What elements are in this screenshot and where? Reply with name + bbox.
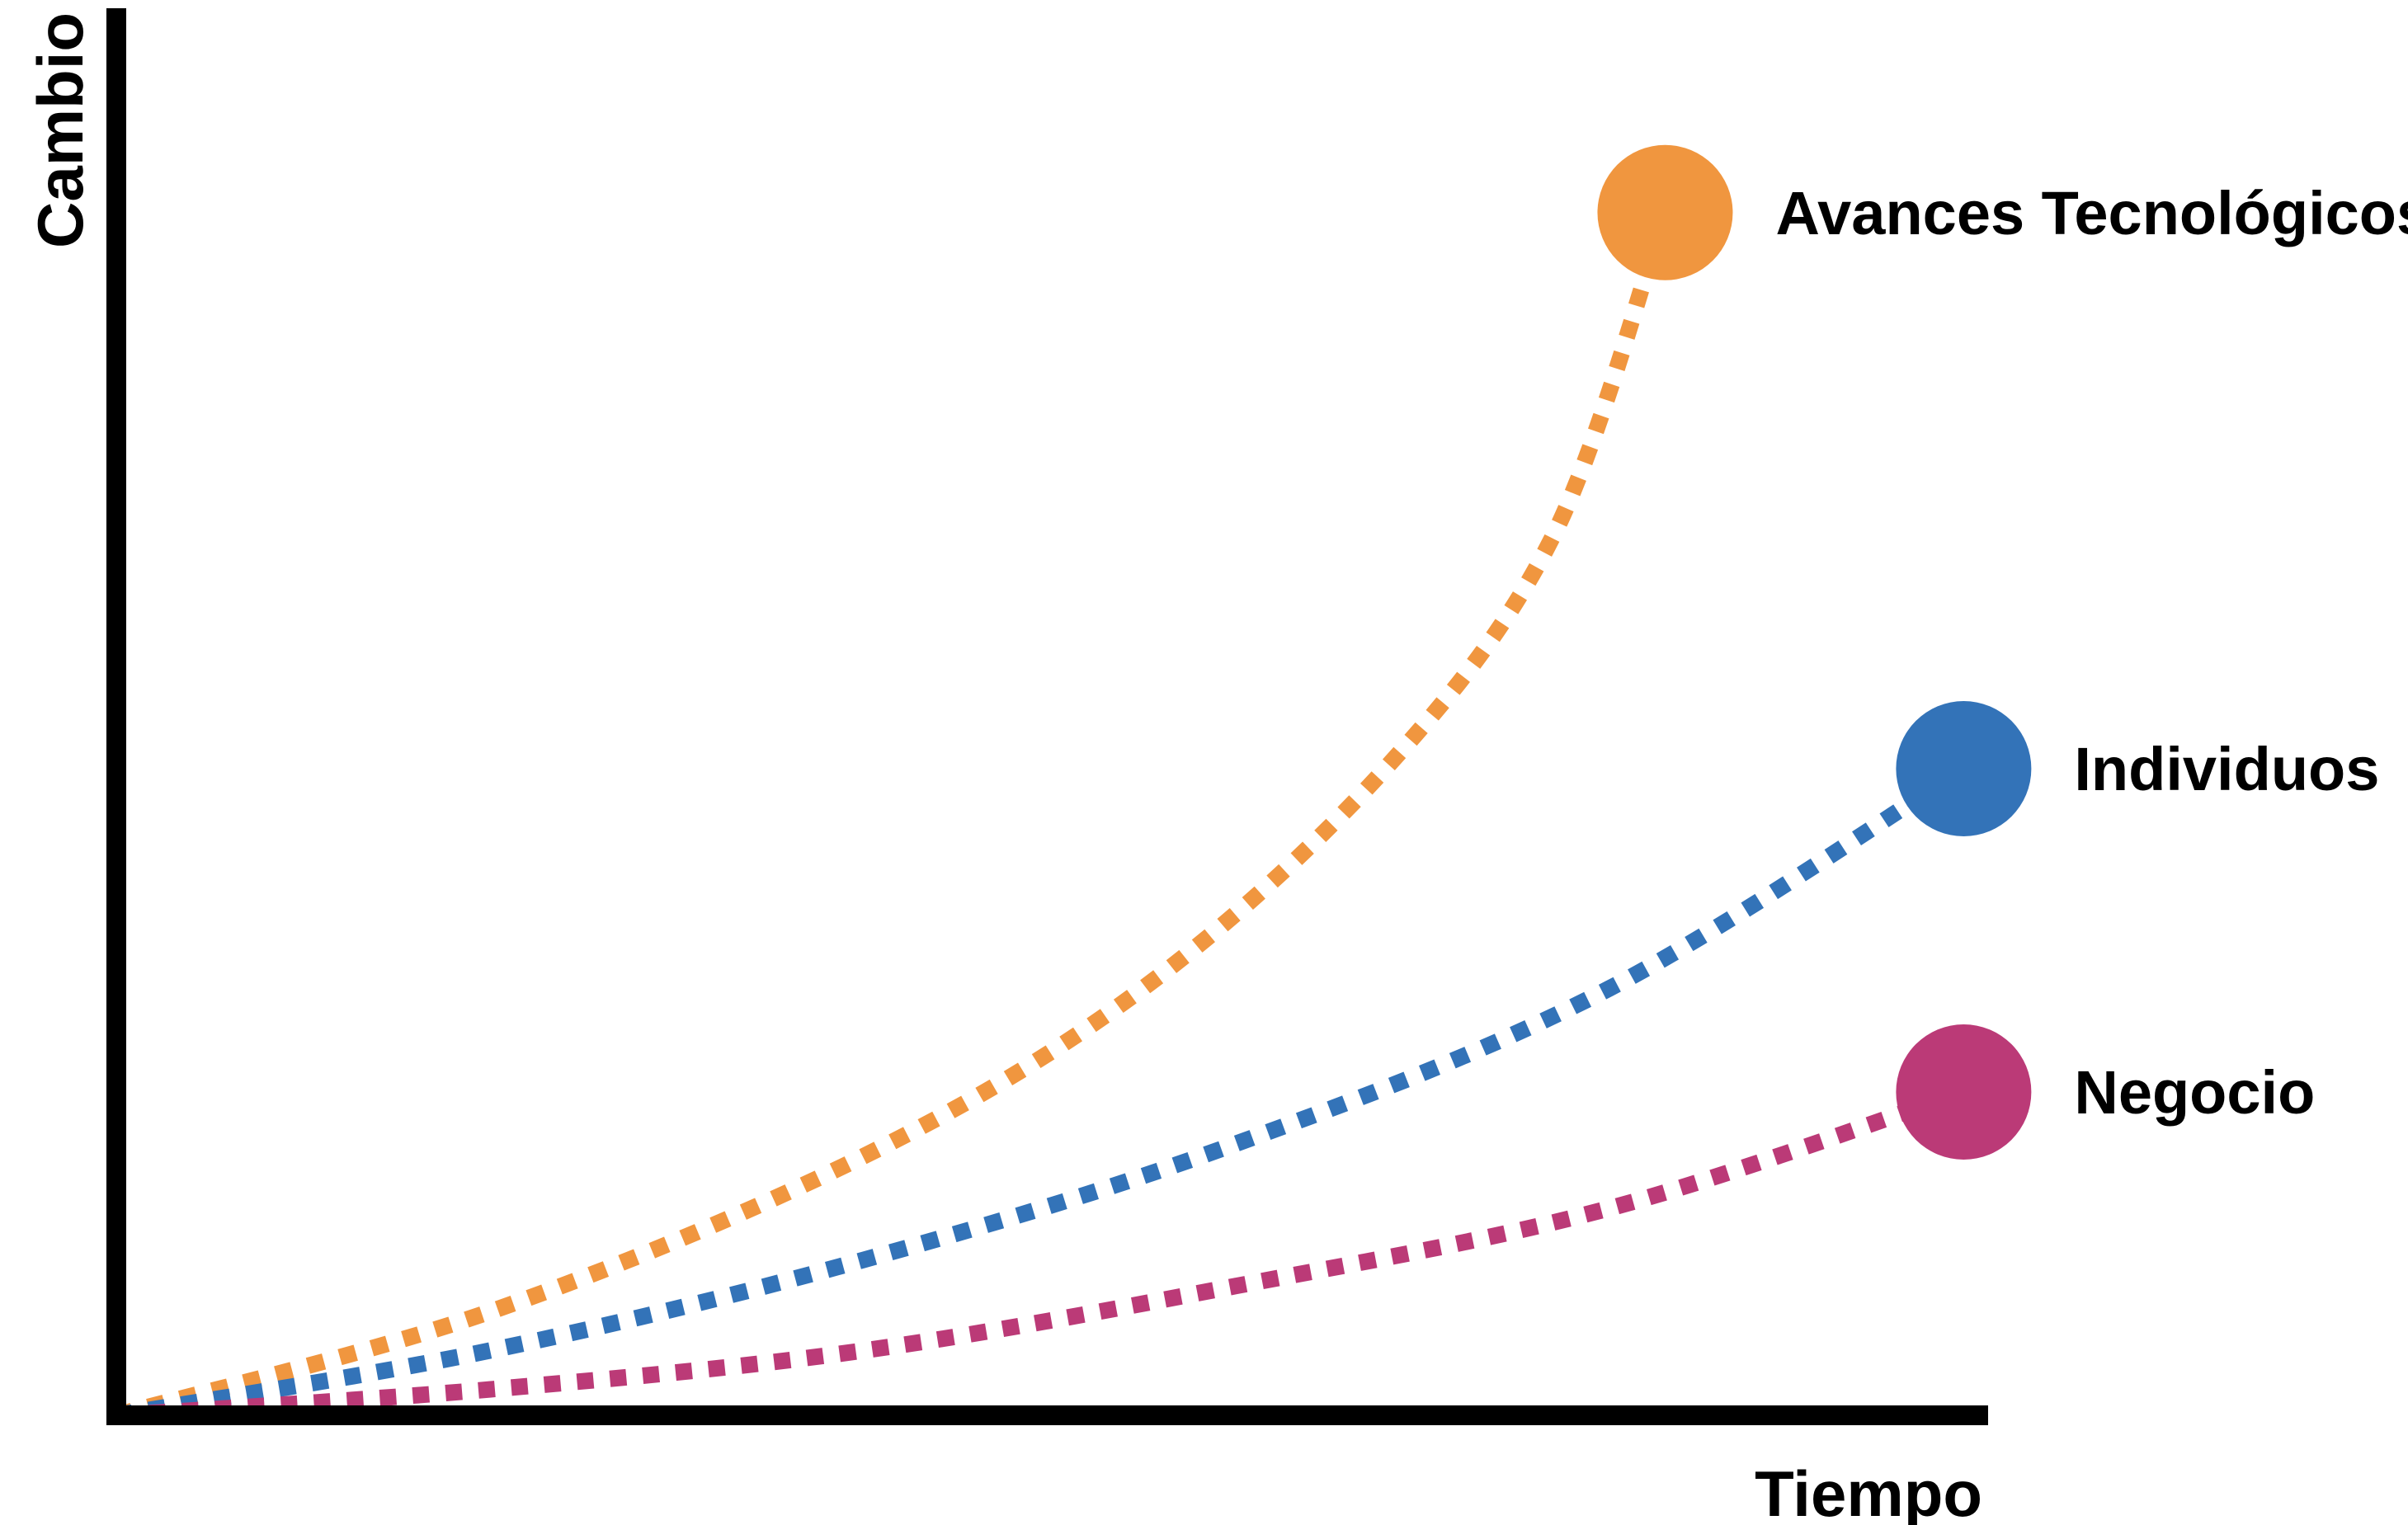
series-line-individuos <box>115 761 1968 1424</box>
series-layer <box>114 209 1968 1424</box>
series-line-avances-tecnologicos <box>114 209 1673 1424</box>
series-marker-avances-tecnologicos <box>1597 144 1733 280</box>
x-axis-title: Tiempo <box>1755 1457 1982 1525</box>
series-label-individuos: Individuos <box>2074 735 2379 803</box>
y-axis-title: Cambio <box>24 12 97 248</box>
series-marker-individuos <box>1896 701 2032 836</box>
series-label-avances-tecnologicos: Avances Tecnológicos <box>1775 179 2408 247</box>
marker-layer <box>1597 144 2032 1160</box>
series-label-negocio: Negocio <box>2074 1058 2315 1127</box>
series-marker-negocio <box>1896 1024 2032 1160</box>
series-line-negocio <box>115 1084 1967 1424</box>
